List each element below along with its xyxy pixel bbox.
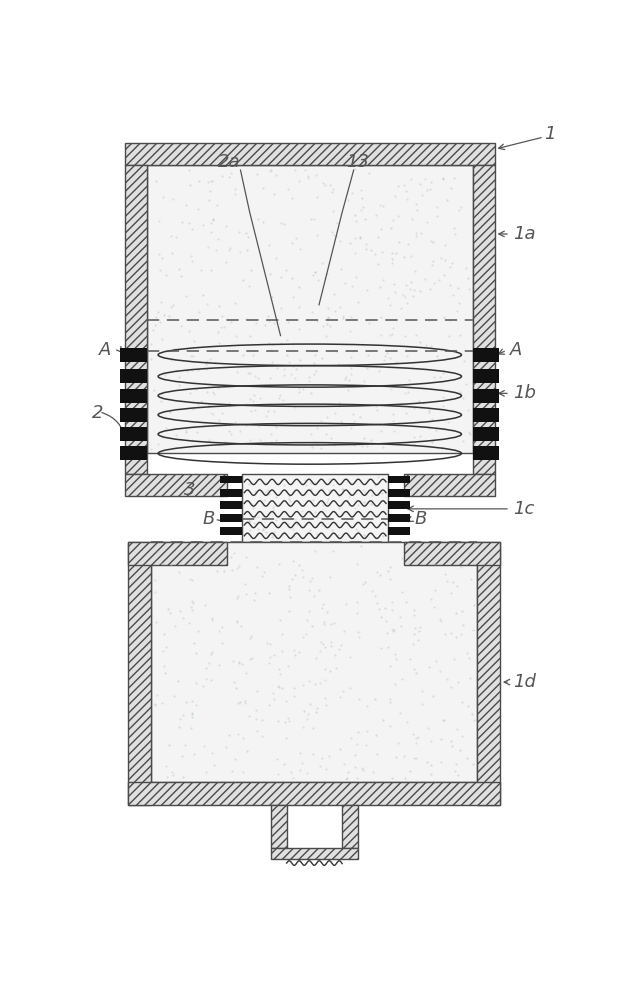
Bar [473,446,499,460]
Text: 2a: 2a [218,153,240,171]
Polygon shape [242,474,388,542]
Bar [388,527,410,535]
Text: A: A [99,341,111,359]
Bar [220,514,242,522]
Polygon shape [125,474,227,496]
Text: 1c: 1c [513,500,534,518]
Text: 1: 1 [544,125,556,143]
Polygon shape [272,805,287,848]
Text: 13: 13 [346,153,369,171]
Bar [220,476,242,483]
Bar [120,389,147,403]
Polygon shape [125,143,495,165]
Text: 1d: 1d [513,673,536,691]
Polygon shape [404,474,495,496]
Polygon shape [128,782,500,805]
Bar [473,427,499,441]
Bar [120,446,147,460]
Bar [220,489,242,497]
Bar [473,369,499,383]
Polygon shape [342,805,358,848]
Polygon shape [404,542,500,565]
Polygon shape [477,542,500,805]
Bar [220,527,242,535]
Bar [220,501,242,509]
Text: A: A [510,341,522,359]
Bar [473,408,499,422]
Bar [388,489,410,497]
Text: 1b: 1b [513,384,536,402]
Polygon shape [128,542,151,805]
Polygon shape [272,848,358,859]
Bar [388,476,410,483]
Text: B: B [415,510,427,528]
Bar [388,501,410,509]
Bar [473,389,499,403]
Polygon shape [125,165,147,474]
Bar [388,514,410,522]
Bar [120,427,147,441]
Polygon shape [151,542,477,782]
Text: 2: 2 [91,404,103,422]
Text: 3: 3 [184,481,195,499]
Polygon shape [128,542,227,565]
Bar [120,369,147,383]
Text: 1a: 1a [513,225,536,243]
Polygon shape [147,165,473,453]
Text: B: B [203,510,215,528]
Polygon shape [473,165,495,474]
Bar [120,348,147,362]
Bar [473,348,499,362]
Bar [120,408,147,422]
